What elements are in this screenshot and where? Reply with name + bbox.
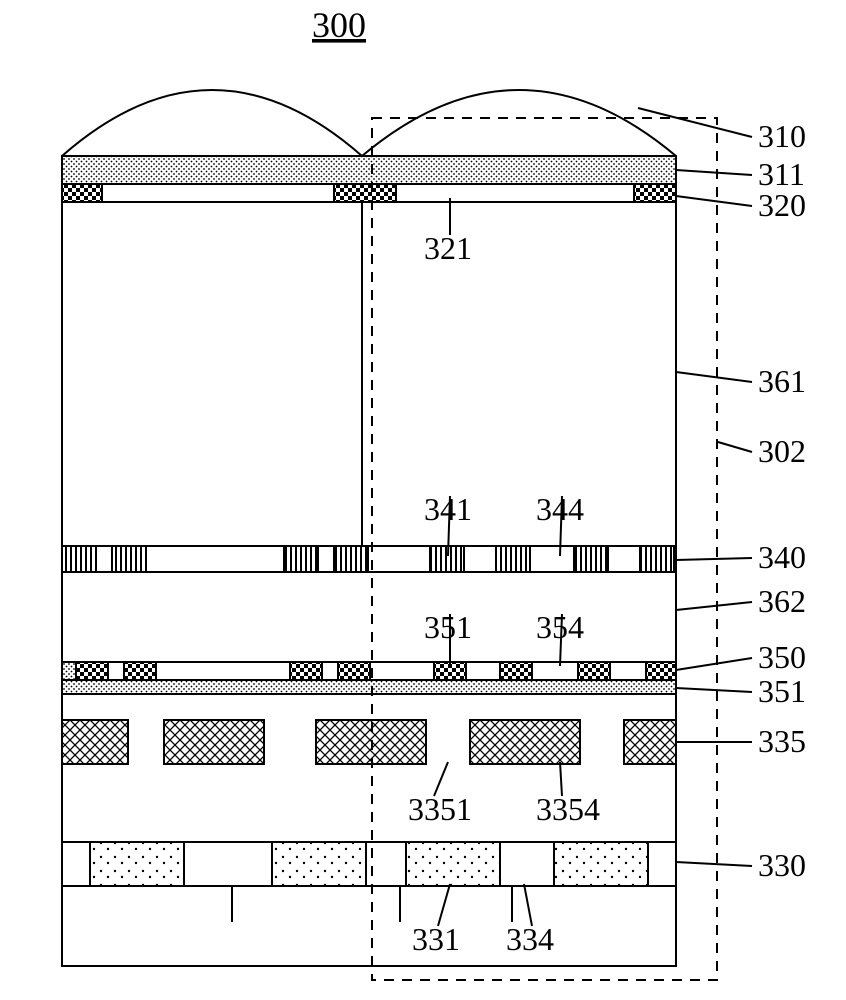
svg-text:361: 361 [758,363,806,399]
svg-text:310: 310 [758,118,806,154]
svg-text:354: 354 [536,609,584,645]
svg-text:3351: 3351 [408,791,472,827]
svg-text:321: 321 [424,230,472,266]
svg-text:340: 340 [758,539,806,575]
svg-text:362: 362 [758,583,806,619]
svg-text:3354: 3354 [536,791,600,827]
svg-text:335: 335 [758,723,806,759]
svg-text:331: 331 [412,921,460,957]
svg-text:302: 302 [758,433,806,469]
svg-text:320: 320 [758,187,806,223]
svg-text:341: 341 [424,491,472,527]
svg-text:351: 351 [424,609,472,645]
figure-title: 300 [312,5,366,45]
svg-text:344: 344 [536,491,584,527]
svg-text:351: 351 [758,673,806,709]
svg-text:330: 330 [758,847,806,883]
cross-section-diagram: 3003103113203613023403623503513353303213… [0,0,846,1000]
svg-text:334: 334 [506,921,554,957]
svg-text:350: 350 [758,639,806,675]
